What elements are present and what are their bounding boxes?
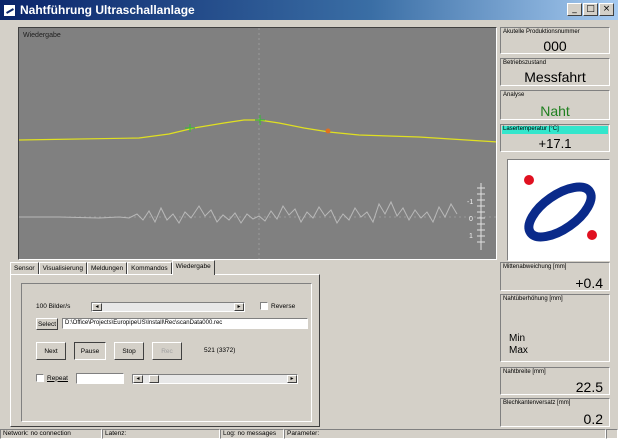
lasertemperatur-panel: Lasertemperatur [°C] +17.1 (500, 124, 610, 152)
profile-line (19, 119, 496, 143)
betriebszustand-label: Betriebszustand (503, 60, 547, 66)
status-network: Network: no connection (0, 429, 102, 439)
tab-strip: Sensor Visualisierung Meldungen Kommando… (10, 260, 215, 275)
seam-ellipse-icon (524, 175, 597, 242)
select-button[interactable]: Select (36, 318, 58, 330)
app-icon (3, 3, 16, 17)
rate-slider-right-icon[interactable]: ▸ (234, 303, 244, 311)
scale-label-top: -1 (467, 199, 473, 206)
seam-dot-top-icon (524, 175, 534, 185)
nahtueberhoehung-max-label: Max (509, 345, 528, 356)
nahtueberhoehung-label: Nahtüberhöhung [mm] (503, 296, 563, 302)
wiedergabe-panel: 100 Bilder/s ◂ ▸ Reverse Select D:\Offic… (10, 274, 320, 427)
repeat-label: Repeat (47, 374, 68, 382)
blechkantenversatz-value: 0.2 (583, 411, 603, 427)
position-slider-right-icon[interactable]: ▸ (287, 375, 297, 383)
marker-right-icon (325, 128, 331, 134)
window-title: Nahtführung Ultraschallanlage (20, 3, 195, 17)
blechkantenversatz-label: Blechkantenversatz [mm] (503, 400, 571, 406)
mittenabweichung-value: +0.4 (575, 275, 603, 291)
playback-scope: Wiedergabe -1 0 1 (18, 27, 497, 260)
stop-button[interactable]: Stop (114, 342, 144, 360)
position-slider-thumb[interactable] (149, 375, 159, 383)
status-bar: Network: no connection Latenz: Log: no m… (0, 429, 618, 439)
playback-group: 100 Bilder/s ◂ ▸ Reverse Select D:\Offic… (21, 283, 312, 422)
analyse-label: Analyse (503, 92, 525, 98)
position-slider[interactable]: ◂ ▸ (132, 374, 298, 384)
tab-meldungen[interactable]: Meldungen (86, 262, 128, 275)
close-button[interactable]: × (599, 3, 614, 16)
signal-trace (19, 200, 458, 225)
produktionsnummer-panel: Akutelle Produktionsnummer 000 (500, 27, 610, 54)
pause-button[interactable]: Pause (74, 342, 106, 360)
rate-label: 100 Bilder/s (36, 303, 71, 310)
betriebszustand-value: Messfahrt (524, 69, 586, 85)
produktionsnummer-value: 000 (543, 38, 567, 54)
status-log: Log: no messages (220, 429, 284, 439)
file-path-field[interactable]: D:\Office\Projects\EuropipeUS\Install\Re… (62, 318, 308, 329)
scope-scale: -1 0 1 (467, 183, 485, 250)
lasertemperatur-label: Lasertemperatur [°C] (503, 126, 559, 132)
betriebszustand-panel: Betriebszustand Messfahrt (500, 58, 610, 86)
position-slider-left-icon[interactable]: ◂ (133, 375, 143, 383)
tab-kommandos[interactable]: Kommandos (127, 262, 172, 275)
minimize-button[interactable]: _ (567, 3, 582, 16)
lasertemperatur-highlight (502, 126, 608, 134)
repeat-value-field[interactable] (76, 373, 124, 384)
nahtbreite-value: 22.5 (575, 379, 603, 395)
status-latenz: Latenz: (102, 429, 220, 439)
rec-button[interactable]: Rec (152, 342, 182, 360)
maximize-button[interactable]: □ (583, 3, 598, 16)
analyse-value: Naht (540, 103, 570, 119)
blechkantenversatz-panel: Blechkantenversatz [mm] 0.2 (500, 398, 610, 427)
next-button[interactable]: Next (36, 342, 66, 360)
seam-dot-bottom-icon (587, 230, 597, 240)
resize-grip-icon[interactable] (606, 429, 618, 439)
repeat-checkbox-box[interactable] (36, 374, 44, 382)
nahtueberhoehung-panel: Nahtüberhöhung [mm] Min Max (500, 294, 610, 362)
scope-graph: -1 0 1 (19, 28, 496, 259)
nahtueberhoehung-min-label: Min (509, 333, 526, 344)
repeat-checkbox[interactable]: Repeat (36, 374, 68, 382)
rate-slider[interactable]: ◂ ▸ (91, 302, 245, 312)
seam-position-diagram (507, 159, 610, 261)
reverse-checkbox[interactable]: Reverse (260, 302, 295, 310)
analyse-panel: Analyse Naht (500, 90, 610, 120)
marker-left-icon (185, 124, 195, 132)
scope-label: Wiedergabe (23, 32, 61, 39)
rate-slider-left-icon[interactable]: ◂ (92, 303, 102, 311)
reverse-label: Reverse (271, 302, 296, 310)
scale-label-bottom: 1 (469, 233, 473, 240)
tab-wiedergabe[interactable]: Wiedergabe (171, 260, 215, 275)
produktionsnummer-label: Akutelle Produktionsnummer (503, 29, 580, 35)
tab-visualisierung[interactable]: Visualisierung (38, 262, 87, 275)
nahtbreite-panel: Nahtbreite [mm] 22.5 (500, 367, 610, 395)
mittenabweichung-label: Mittenabweichung [mm] (503, 264, 567, 270)
frame-counter: 521 (3372) (204, 347, 236, 354)
mittenabweichung-panel: Mittenabweichung [mm] +0.4 (500, 262, 610, 291)
title-bar: Nahtführung Ultraschallanlage _ □ × (0, 0, 618, 20)
reverse-checkbox-box[interactable] (260, 302, 268, 310)
marker-center-icon (255, 115, 265, 125)
status-parameter: Parameter: (284, 429, 606, 439)
scale-label-mid: 0 (469, 216, 473, 223)
lasertemperatur-value: +17.1 (538, 136, 572, 151)
tab-sensor[interactable]: Sensor (10, 262, 39, 275)
nahtbreite-label: Nahtbreite [mm] (503, 369, 546, 375)
tab-control: Sensor Visualisierung Meldungen Kommando… (10, 260, 504, 429)
window-controls: _ □ × (566, 3, 614, 16)
